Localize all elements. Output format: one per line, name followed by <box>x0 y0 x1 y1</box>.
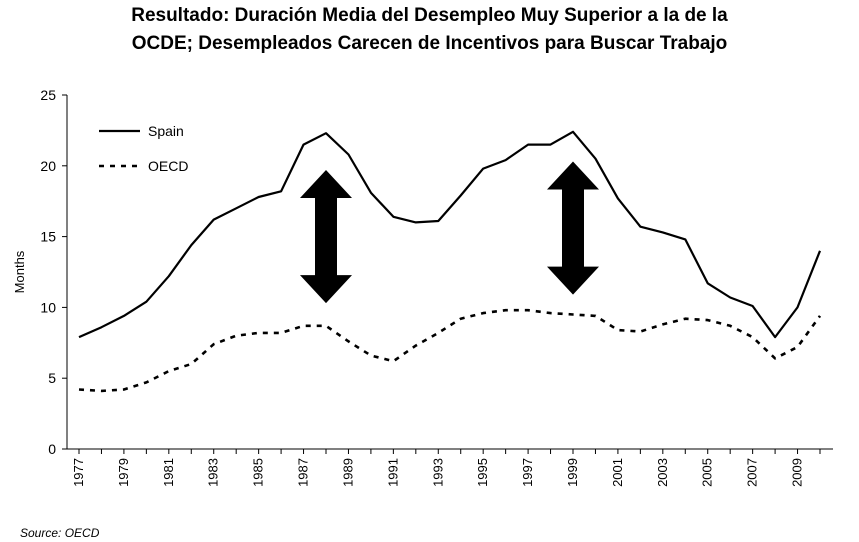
y-tick-label: 20 <box>40 158 56 174</box>
chart-title: Resultado: Duración Media del Desempleo … <box>0 2 859 58</box>
chart-title-line-1: Resultado: Duración Media del Desempleo … <box>131 5 728 26</box>
x-tick-label: 2003 <box>655 458 670 487</box>
legend-label-oecd: OECD <box>148 158 188 174</box>
chart-title-line-2: OCDE; Desempleados Carecen de Incentivos… <box>131 33 728 54</box>
x-tick-label: 1993 <box>430 458 445 487</box>
x-tick-label: 1997 <box>520 458 535 487</box>
y-tick-label: 0 <box>48 441 56 457</box>
legend-label-spain: Spain <box>148 123 184 139</box>
x-tick-label: 2001 <box>610 458 625 487</box>
x-tick-label: 1979 <box>116 458 131 487</box>
x-tick-label: 1991 <box>385 458 400 487</box>
y-tick-label: 5 <box>48 370 56 386</box>
y-tick-label: 15 <box>40 229 56 245</box>
y-tick-label: 25 <box>40 87 56 103</box>
double-arrow-annotation-1 <box>300 170 352 304</box>
x-tick-label: 1989 <box>340 458 355 487</box>
x-tick-label: 1981 <box>161 458 176 487</box>
x-tick-label: 1999 <box>565 458 580 487</box>
x-tick-label: 1983 <box>206 458 221 487</box>
series-line-oecd <box>78 308 822 393</box>
x-tick-label: 2007 <box>745 458 760 487</box>
x-tick-label: 1995 <box>475 458 490 487</box>
x-tick-label: 1987 <box>296 458 311 487</box>
x-tick-label: 1985 <box>251 458 266 487</box>
x-tick-label: 2009 <box>790 458 805 487</box>
series-line-spain <box>78 130 822 339</box>
source-note: Source: OECD <box>20 526 100 540</box>
y-axis-label: Months <box>12 250 27 293</box>
x-tick-label: 2005 <box>700 458 715 487</box>
y-tick-label: 10 <box>40 299 56 315</box>
x-tick-label: 1977 <box>71 458 86 487</box>
double-arrow-annotation-2 <box>547 161 599 295</box>
